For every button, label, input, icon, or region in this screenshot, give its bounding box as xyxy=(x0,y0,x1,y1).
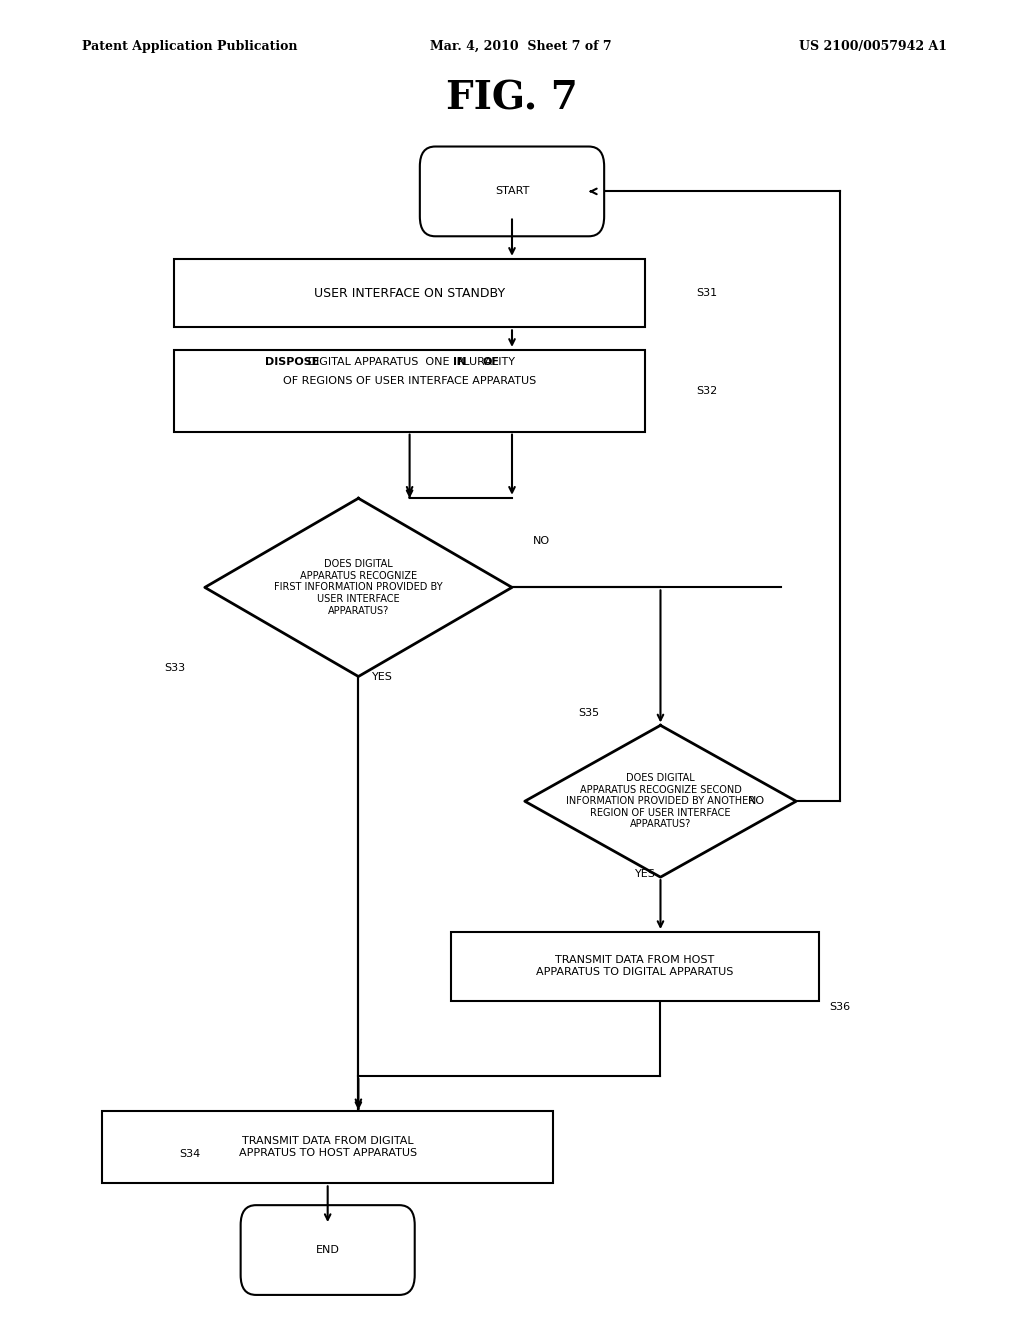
Text: Patent Application Publication: Patent Application Publication xyxy=(82,40,297,53)
Text: END: END xyxy=(315,1245,340,1255)
Text: DOES DIGITAL
APPARATUS RECOGNIZE
FIRST INFORMATION PROVIDED BY
USER INTERFACE
AP: DOES DIGITAL APPARATUS RECOGNIZE FIRST I… xyxy=(274,560,442,615)
Bar xyxy=(174,259,645,327)
Text: NO: NO xyxy=(532,536,550,546)
Text: FIG. 7: FIG. 7 xyxy=(446,81,578,117)
Text: S31: S31 xyxy=(696,288,718,298)
Text: S35: S35 xyxy=(579,708,600,718)
Text: S36: S36 xyxy=(829,1002,851,1012)
Text: DIGITAL APPARATUS  ONE  PLURALITY: DIGITAL APPARATUS ONE PLURALITY xyxy=(304,356,515,367)
Bar xyxy=(174,350,645,432)
Text: S33: S33 xyxy=(164,663,185,673)
Text: Mar. 4, 2010  Sheet 7 of 7: Mar. 4, 2010 Sheet 7 of 7 xyxy=(430,40,611,53)
FancyBboxPatch shape xyxy=(420,147,604,236)
Text: DISPOSE: DISPOSE xyxy=(264,356,319,367)
Text: US 2100/0057942 A1: US 2100/0057942 A1 xyxy=(799,40,947,53)
Text: YES: YES xyxy=(635,869,655,879)
Text: TRANSMIT DATA FROM DIGITAL
APPRATUS TO HOST APPARATUS: TRANSMIT DATA FROM DIGITAL APPRATUS TO H… xyxy=(239,1137,417,1158)
Text: IN: IN xyxy=(454,356,466,367)
Text: S32: S32 xyxy=(696,385,718,396)
Text: START: START xyxy=(495,186,529,197)
Text: TRANSMIT DATA FROM HOST
APPARATUS TO DIGITAL APPARATUS: TRANSMIT DATA FROM HOST APPARATUS TO DIG… xyxy=(537,956,733,977)
Text: S34: S34 xyxy=(179,1148,201,1159)
Text: OF REGIONS OF USER INTERFACE APPARATUS: OF REGIONS OF USER INTERFACE APPARATUS xyxy=(283,376,537,387)
Text: YES: YES xyxy=(372,672,392,682)
Text: OF: OF xyxy=(482,356,499,367)
Bar xyxy=(451,932,819,1001)
Bar xyxy=(102,1111,553,1183)
Text: DOES DIGITAL
APPARATUS RECOGNIZE SECOND
INFORMATION PROVIDED BY ANOTHER
REGION O: DOES DIGITAL APPARATUS RECOGNIZE SECOND … xyxy=(566,774,755,829)
Text: NO: NO xyxy=(748,796,765,807)
Text: USER INTERFACE ON STANDBY: USER INTERFACE ON STANDBY xyxy=(314,286,505,300)
FancyBboxPatch shape xyxy=(241,1205,415,1295)
